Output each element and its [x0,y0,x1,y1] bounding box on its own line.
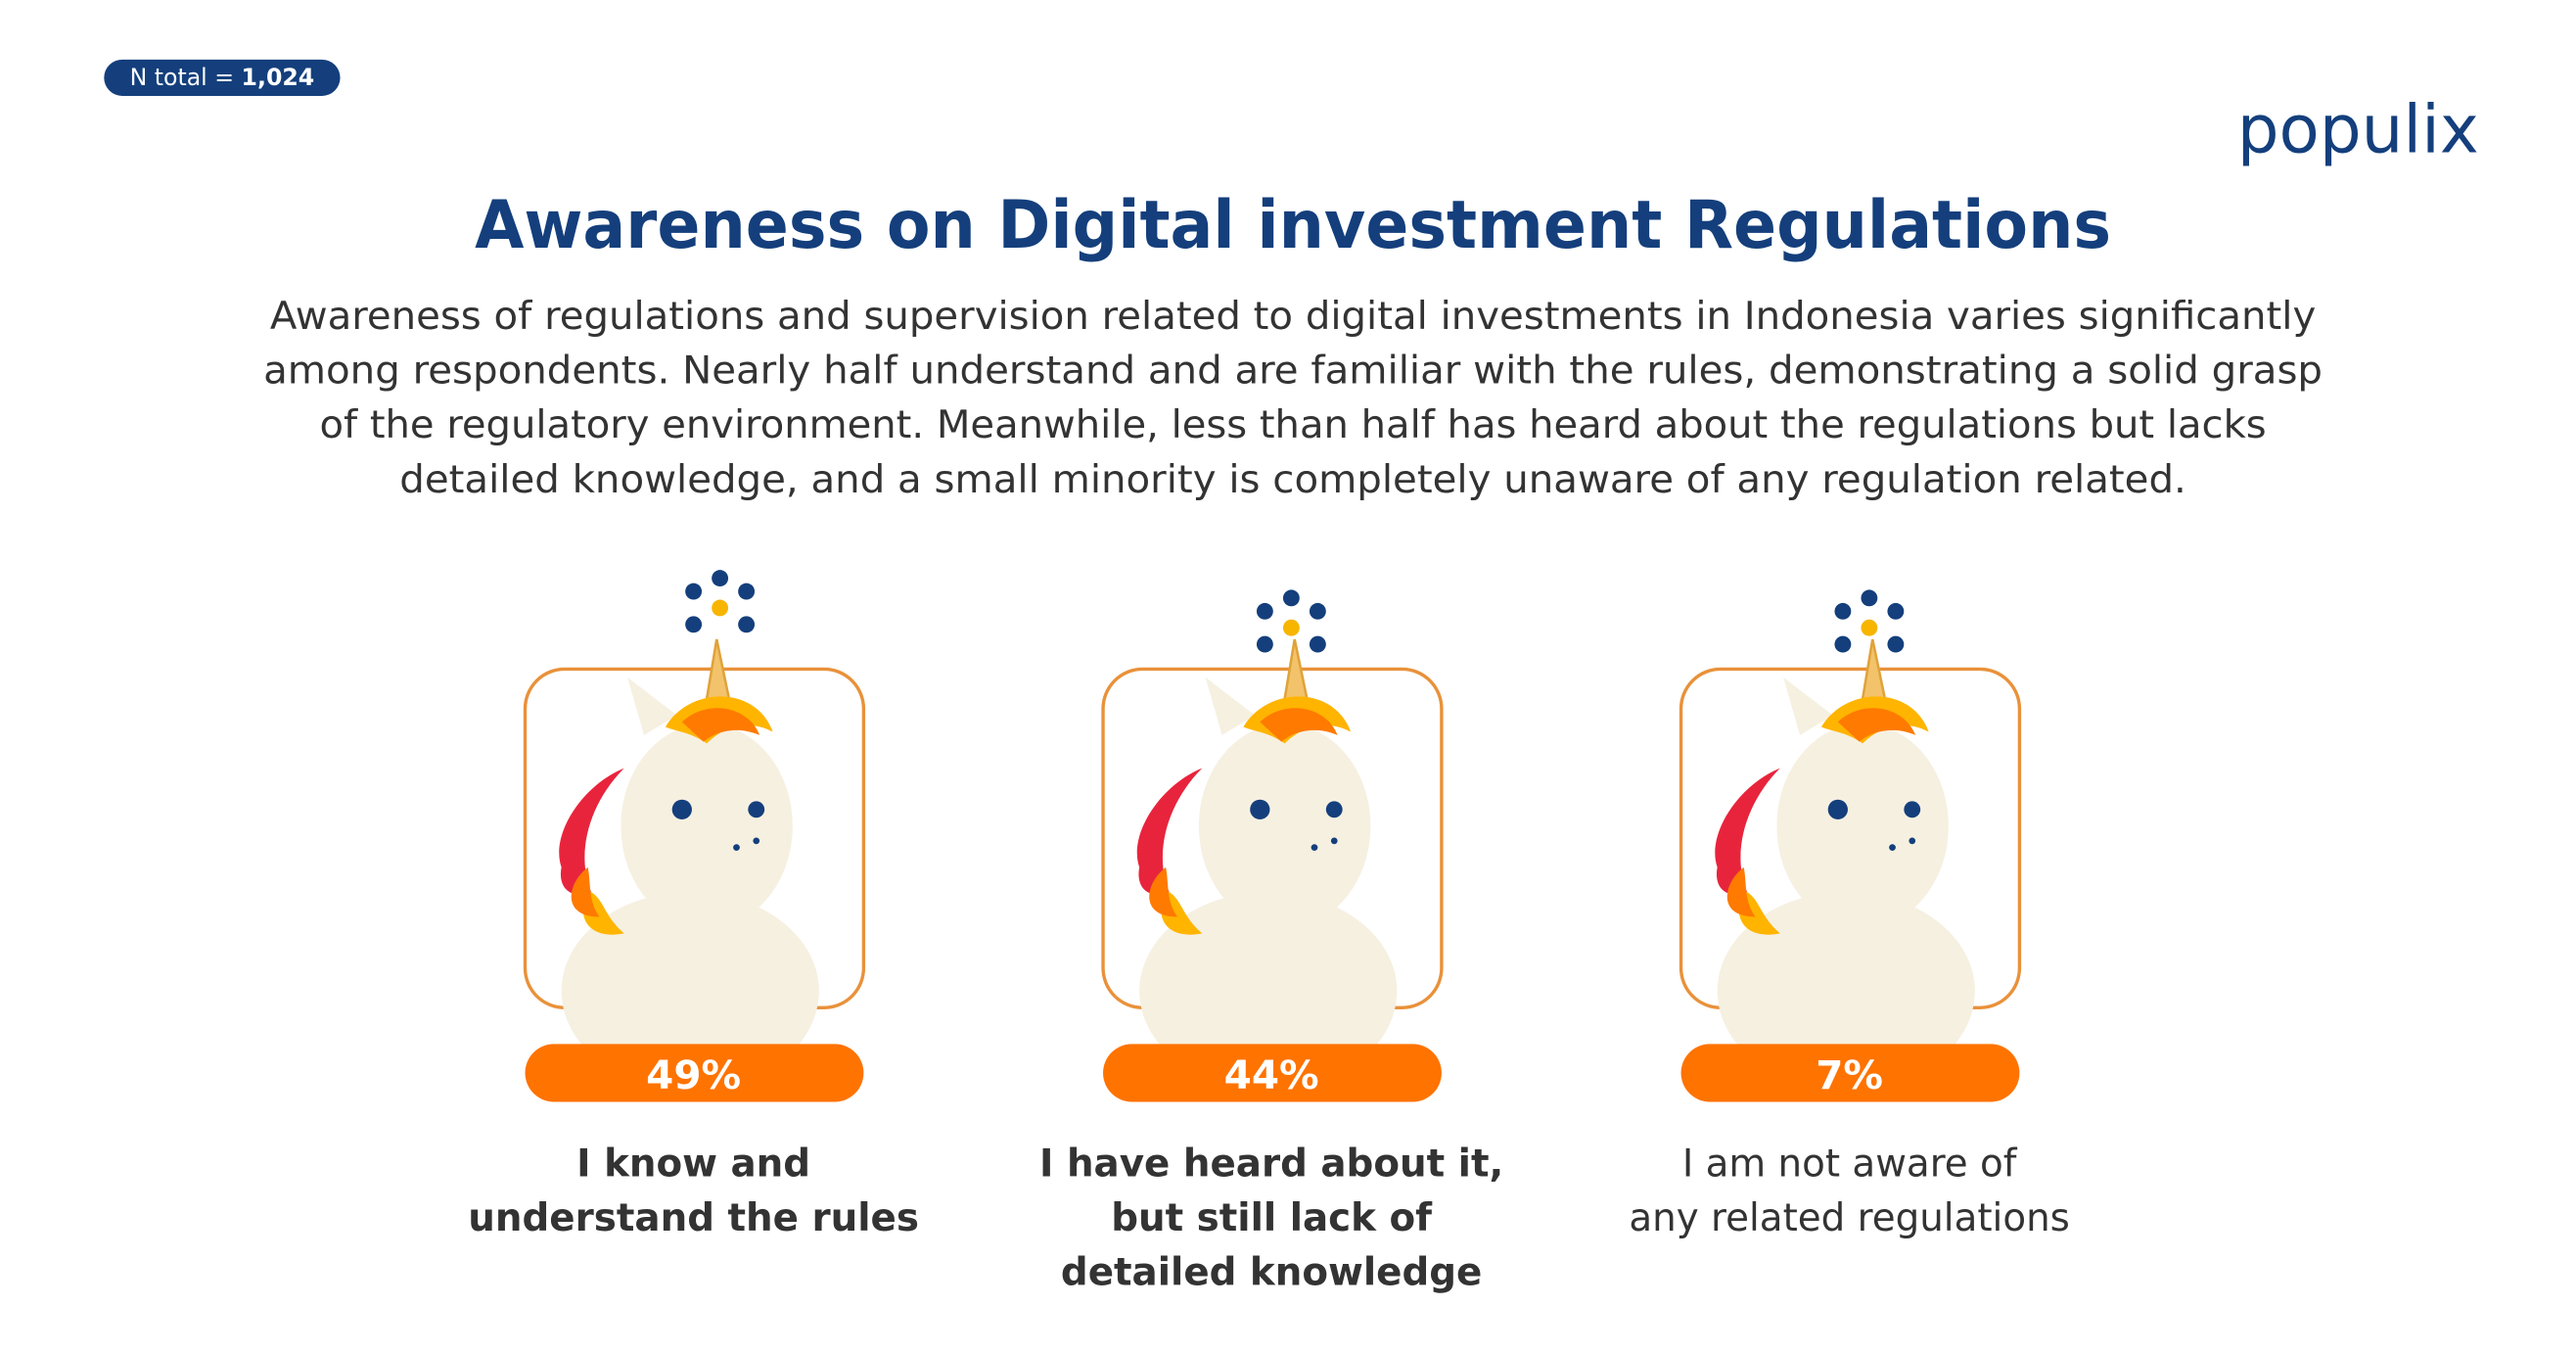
card-label: understand the rules [468,1196,919,1240]
dots-icon [685,570,756,633]
description-line: of the regulatory environment. Meanwhile… [319,403,2266,447]
percent-label: 49% [646,1051,741,1098]
dots-icon [1834,589,1905,653]
description: Awareness of regulations and supervision… [263,295,2323,502]
description-line: among respondents. Nearly half understan… [263,350,2323,394]
card: 49% I know and understand the rules [468,570,919,1240]
card-label: I am not aware of [1682,1142,2018,1186]
badge-value: 1,024 [242,64,315,91]
badge-bg [104,59,341,96]
description-line: Awareness of regulations and supervision… [270,295,2316,339]
percent-label: 44% [1224,1051,1319,1098]
title: Awareness on Digital investment Regulati… [475,186,2111,263]
card-label: detailed knowledge [1061,1251,1482,1295]
cards: 49% I know and understand the rules 44% I ha… [468,570,2070,1295]
description-line: detailed knowledge, and a small minority… [399,458,2186,502]
dots-icon [1256,589,1326,653]
badge-text: N total = 1,024 [130,64,315,91]
card-label: any related regulations [1629,1196,2069,1240]
card-label: I know and [576,1142,810,1186]
logo: populix [2237,90,2479,167]
card: 44% I have heard about it, but still lack … [1039,589,1503,1295]
percent-pill [525,1044,864,1102]
card-label: but still lack of [1111,1196,1433,1240]
percent-pill [1680,1044,2020,1102]
percent-label: 7% [1816,1051,1883,1098]
percent-pill [1103,1044,1442,1102]
card: 7% I am not aware of any related regulatio… [1629,589,2070,1240]
badge: N total = 1,024 [104,59,341,96]
card-label: I have heard about it, [1039,1142,1503,1186]
badge-label: N total = [130,64,242,91]
